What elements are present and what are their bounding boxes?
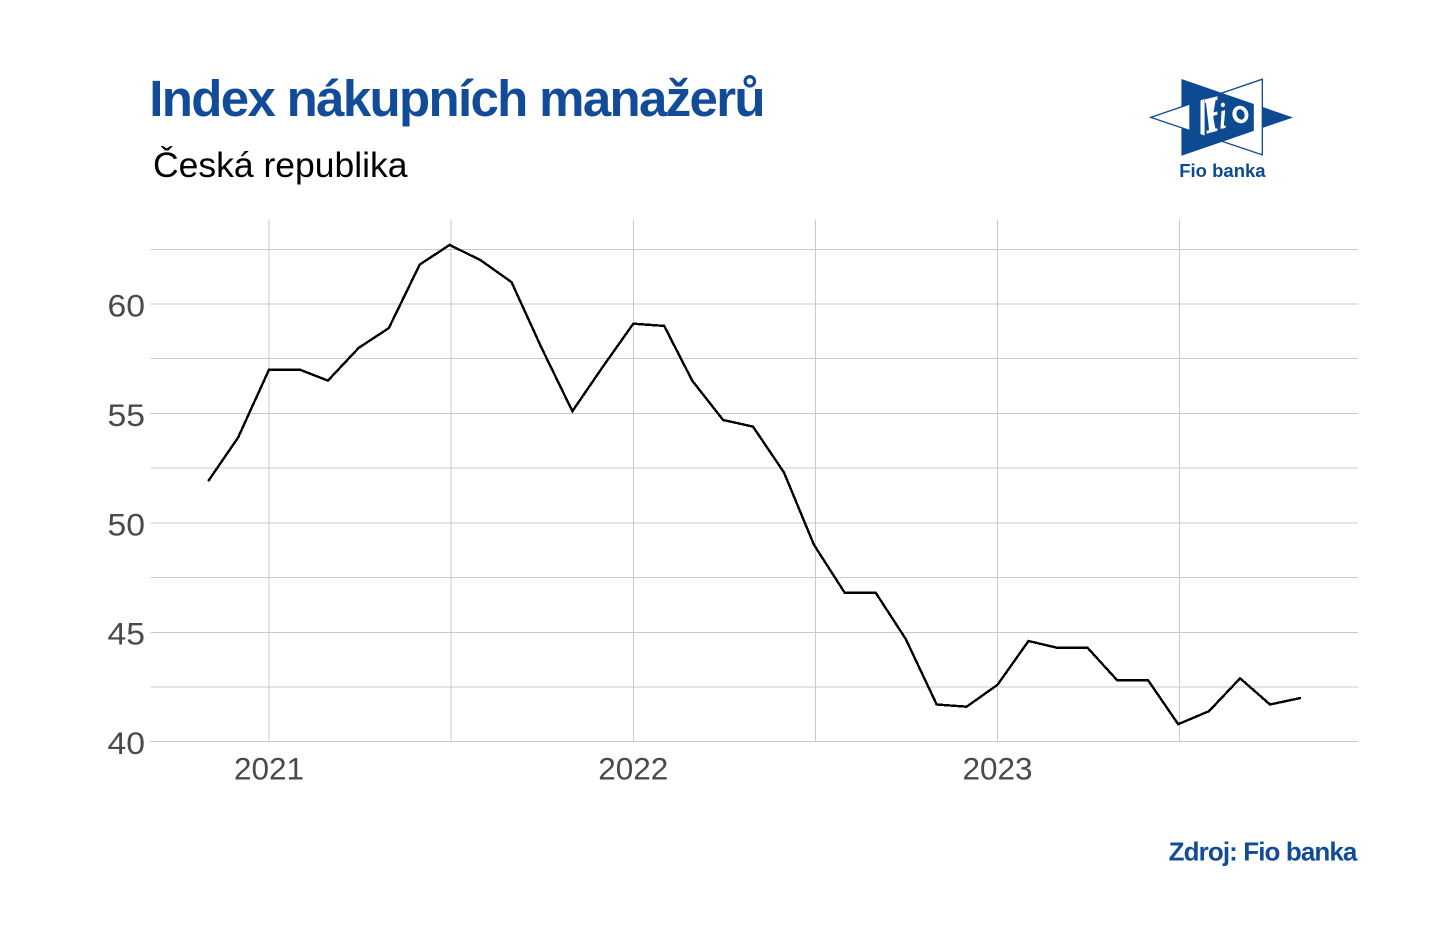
svg-text:40: 40 (108, 725, 146, 761)
svg-text:2022: 2022 (598, 751, 668, 787)
svg-text:Česká republika: Česká republika (153, 145, 408, 185)
svg-text:60: 60 (108, 287, 146, 323)
svg-text:Fio banka: Fio banka (1179, 160, 1266, 181)
svg-text:2021: 2021 (234, 751, 304, 787)
svg-text:45: 45 (108, 616, 146, 652)
svg-text:Zdroj: Fio banka: Zdroj: Fio banka (1169, 837, 1358, 867)
svg-text:55: 55 (108, 397, 146, 433)
svg-text:Index nákupních manažerů: Index nákupních manažerů (149, 70, 764, 127)
svg-text:2023: 2023 (962, 751, 1032, 787)
svg-text:50: 50 (108, 506, 146, 542)
